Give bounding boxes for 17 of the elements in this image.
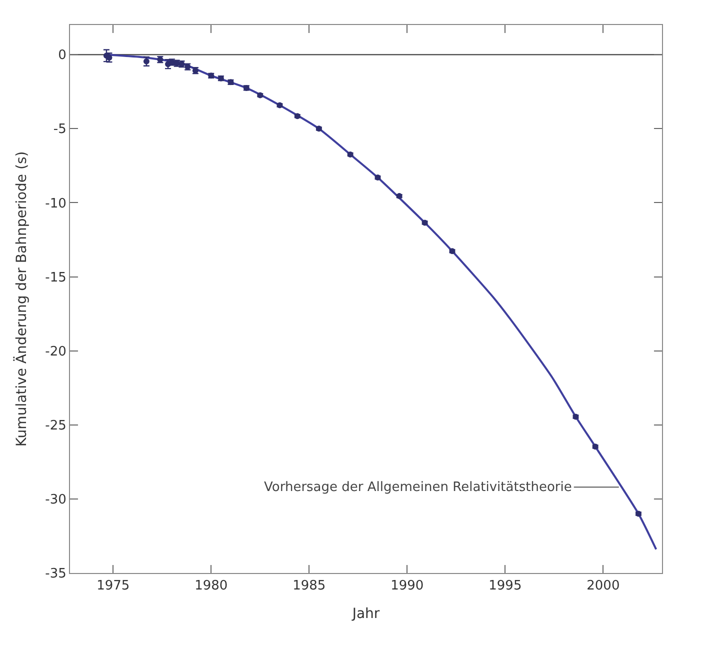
y-axis-title: Kumulative Änderung der Bahnperiode (s) bbox=[12, 151, 30, 447]
annotation: Vorhersage der Allgemeinen Relativitätstheorie bbox=[264, 480, 572, 495]
y-tick-label: -30 bbox=[45, 492, 66, 508]
y-tick-label: 0 bbox=[58, 48, 66, 64]
y-tick-label: -25 bbox=[45, 418, 66, 434]
x-tick-label: 1980 bbox=[194, 578, 228, 594]
x-tick-label: 1985 bbox=[292, 578, 326, 594]
x-tick-label: 1975 bbox=[96, 578, 130, 594]
x-axis-title: Jahr bbox=[351, 606, 380, 622]
y-tick-label: -5 bbox=[53, 122, 66, 138]
x-tick-label: 1990 bbox=[390, 578, 424, 594]
y-tick-label: -35 bbox=[45, 566, 66, 582]
x-tick-label: 2000 bbox=[586, 578, 620, 594]
y-tick-label: -15 bbox=[45, 270, 66, 286]
y-tick-label: -10 bbox=[45, 196, 66, 212]
x-tick-label: 1995 bbox=[488, 578, 522, 594]
y-tick-label: -20 bbox=[45, 344, 66, 360]
